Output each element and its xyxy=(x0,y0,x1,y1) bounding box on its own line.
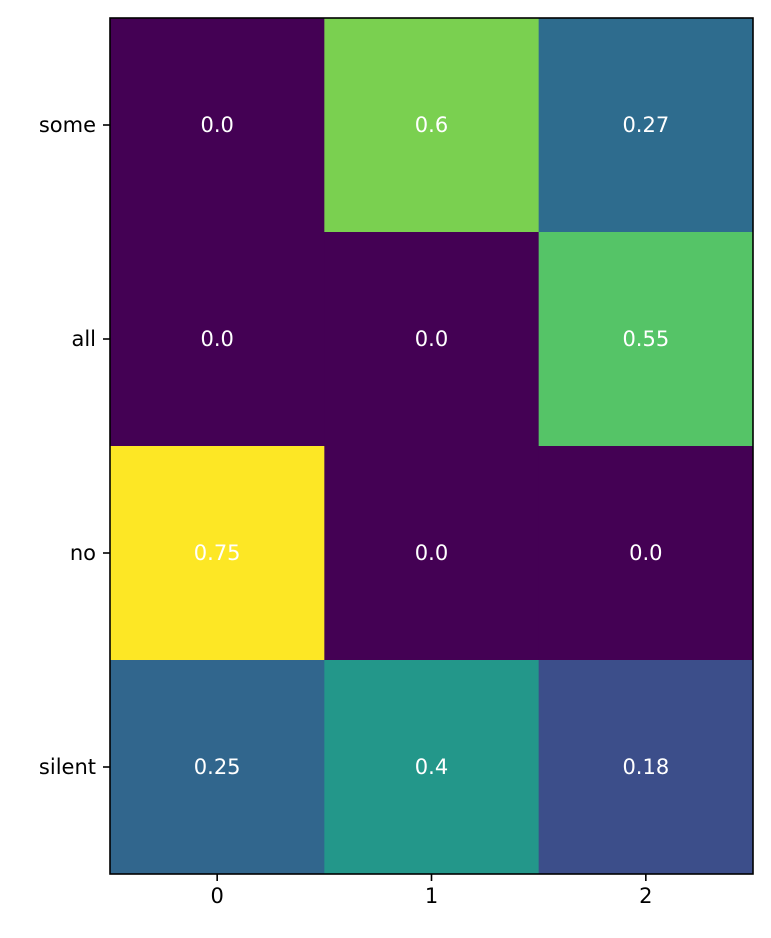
cell-value-label-some-1: 0.6 xyxy=(415,113,448,137)
cell-value-label-no-2: 0.0 xyxy=(629,541,662,565)
y-axis: some all no silent xyxy=(39,113,110,779)
heatmap-cell-silent-0 xyxy=(110,660,325,875)
x-tick-label-1: 1 xyxy=(425,884,438,908)
cell-value-label-all-1: 0.0 xyxy=(415,327,448,351)
cell-value-label-silent-0: 0.25 xyxy=(194,755,241,779)
cell-value-label-no-1: 0.0 xyxy=(415,541,448,565)
x-axis: 0 1 2 xyxy=(210,874,653,908)
cell-value-label-no-0: 0.75 xyxy=(194,541,241,565)
cell-value-label-silent-1: 0.4 xyxy=(415,755,448,779)
heatmap-cell-all-1 xyxy=(324,232,540,447)
x-tick-label-0: 0 xyxy=(210,884,223,908)
heatmap-cells xyxy=(110,18,754,875)
y-tick-label-some: some xyxy=(39,113,96,137)
heatmap-cell-some-0 xyxy=(110,18,325,233)
heatmap-cell-all-2 xyxy=(538,232,754,447)
x-tick-label-2: 2 xyxy=(639,884,652,908)
heatmap-cell-labels: 0.0 0.6 0.27 0.0 0.0 0.55 0.75 0.0 0.0 0.25 0.4 0.1… xyxy=(194,113,669,779)
heatmap-cell-all-0 xyxy=(110,232,325,447)
y-tick-label-no: no xyxy=(70,541,96,565)
cell-value-label-some-2: 0.27 xyxy=(622,113,669,137)
heatmap-cell-no-0 xyxy=(110,446,325,661)
cell-value-label-all-0: 0.0 xyxy=(200,327,233,351)
heatmap-cell-some-1 xyxy=(324,18,540,233)
heatmap-cell-some-2 xyxy=(538,18,754,233)
heatmap-cell-silent-2 xyxy=(538,660,754,875)
heatmap-cell-no-2 xyxy=(538,446,754,661)
cell-value-label-some-0: 0.0 xyxy=(200,113,233,137)
heatmap-cell-no-1 xyxy=(324,446,540,661)
y-tick-label-all: all xyxy=(71,327,96,351)
cell-value-label-silent-2: 0.18 xyxy=(622,755,669,779)
cell-value-label-all-2: 0.55 xyxy=(622,327,669,351)
y-tick-label-silent: silent xyxy=(39,755,96,779)
heatmap-cell-silent-1 xyxy=(324,660,540,875)
